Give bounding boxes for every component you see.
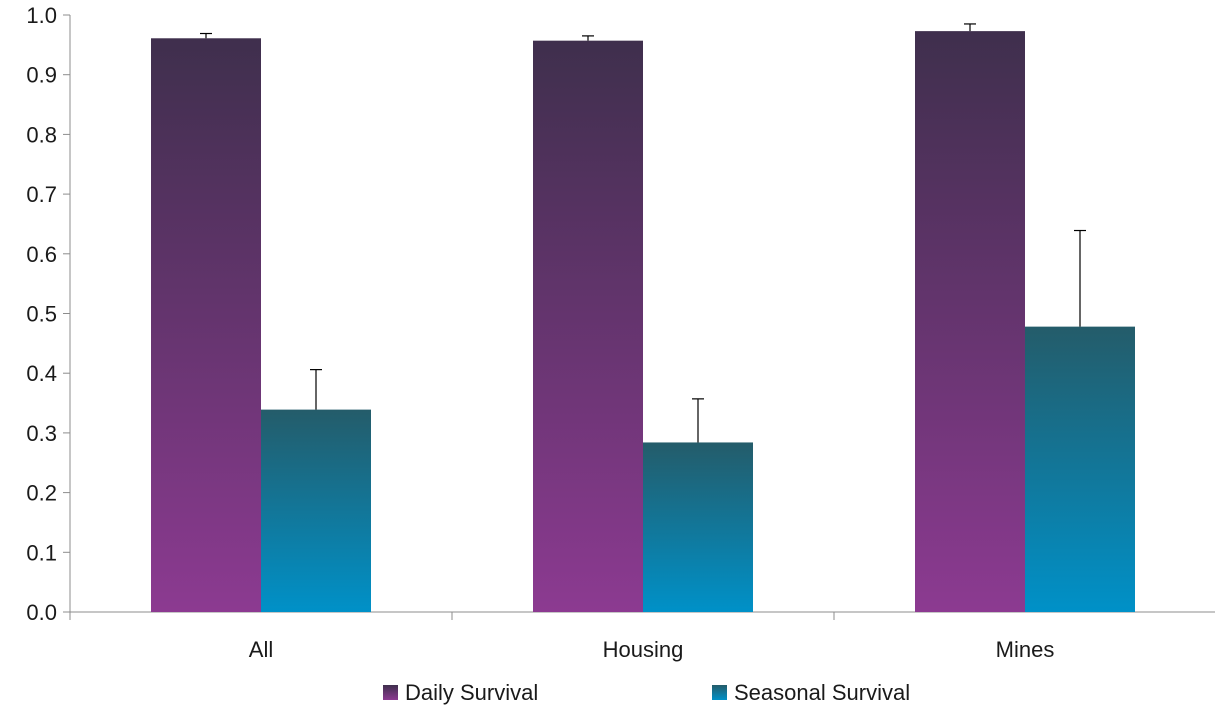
legend-label: Seasonal Survival bbox=[734, 680, 910, 705]
y-tick-label: 1.0 bbox=[26, 3, 57, 28]
y-axis: 0.0 0.1 0.2 0.3 0.4 0.5 0.6 0.7 0.8 0.9 1.0 bbox=[26, 3, 71, 625]
legend-swatch bbox=[383, 685, 398, 700]
legend: Daily Survival Seasonal Survival bbox=[383, 680, 910, 705]
bar-mines-series-1 bbox=[1025, 326, 1135, 612]
y-tick-label: 0.4 bbox=[26, 361, 57, 386]
x-tick-label: Mines bbox=[996, 637, 1055, 662]
bar-housing-series-1 bbox=[643, 442, 753, 612]
x-tick-label: All bbox=[249, 637, 273, 662]
legend-swatch bbox=[712, 685, 727, 700]
legend-label: Daily Survival bbox=[405, 680, 538, 705]
bar-all-series-0 bbox=[151, 38, 261, 612]
y-tick-label: 0.2 bbox=[26, 481, 57, 506]
error-bars bbox=[200, 23, 1086, 443]
x-tick-label: Housing bbox=[603, 637, 684, 662]
bar-housing-series-0 bbox=[533, 40, 643, 612]
y-tick-label: 0.8 bbox=[26, 122, 57, 147]
x-axis: All Housing Mines bbox=[69, 611, 1215, 662]
y-tick-label: 0.1 bbox=[26, 540, 57, 565]
y-tick-label: 0.0 bbox=[26, 600, 57, 625]
y-tick-label: 0.3 bbox=[26, 421, 57, 446]
y-tick-label: 0.9 bbox=[26, 63, 57, 88]
y-tick-label: 0.5 bbox=[26, 302, 57, 327]
bars bbox=[151, 31, 1135, 612]
y-tick-label: 0.7 bbox=[26, 182, 57, 207]
bar-all-series-1 bbox=[261, 409, 371, 612]
bar-mines-series-0 bbox=[915, 31, 1025, 612]
y-tick-label: 0.6 bbox=[26, 242, 57, 267]
